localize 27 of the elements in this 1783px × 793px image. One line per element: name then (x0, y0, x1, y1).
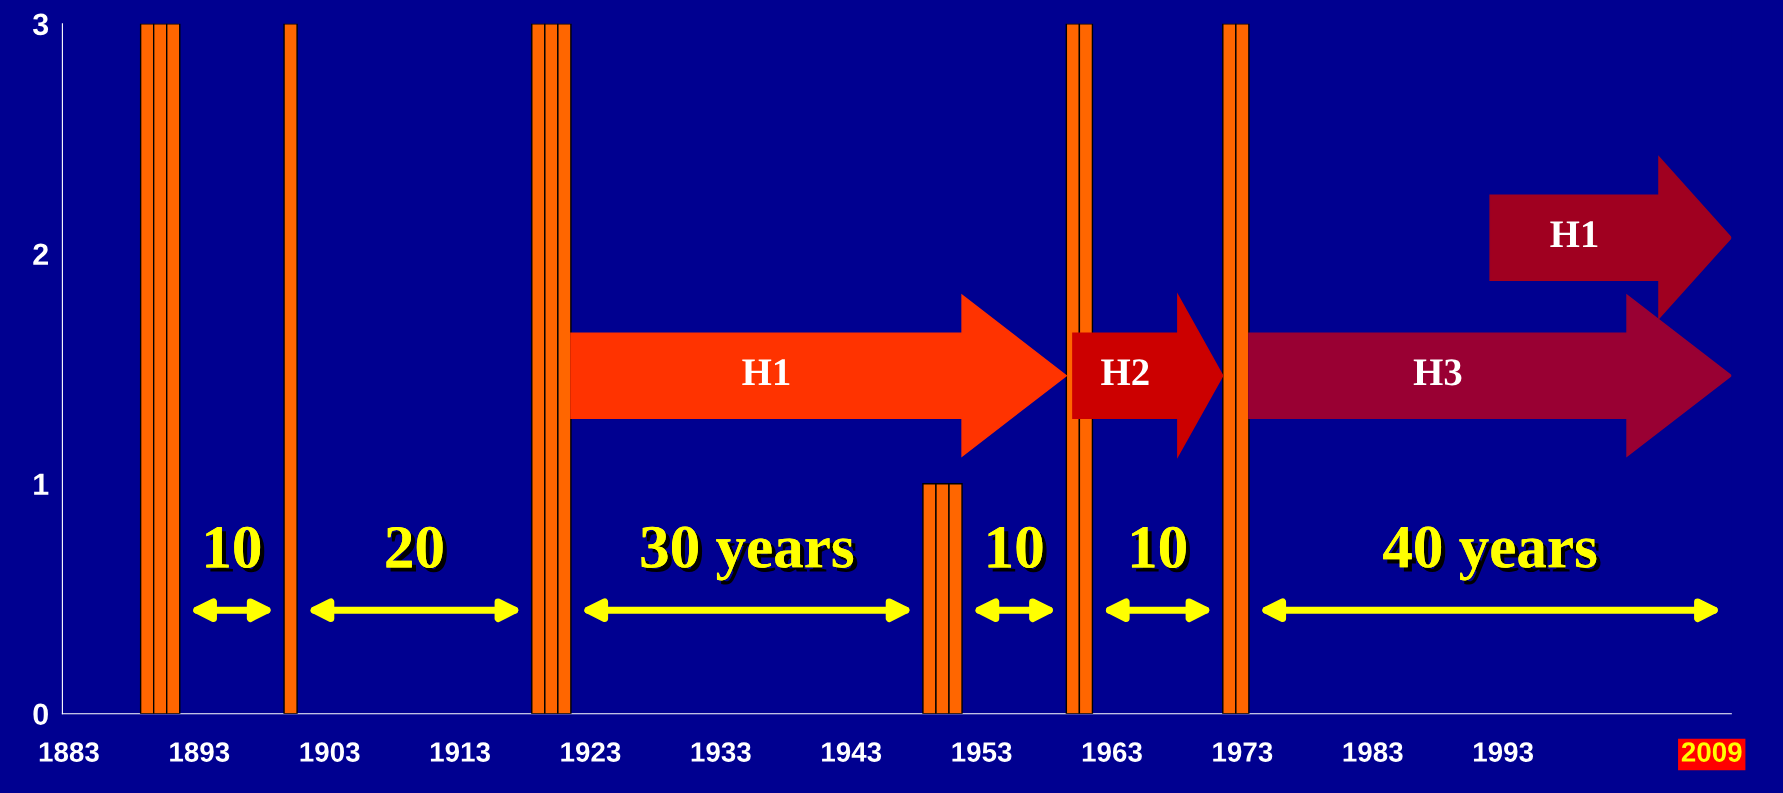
x-tick-label: 1893 (170, 742, 230, 762)
annotation: 10 (1131, 526, 1191, 573)
x-tick-label: 2009 (1681, 742, 1742, 762)
annotation: 10 (206, 526, 265, 573)
x-tick-label: 1953 (952, 742, 1012, 762)
annotation: H1 (742, 359, 790, 385)
y-tick-label: 2 (33, 243, 48, 265)
annotation: H2 (1101, 359, 1149, 385)
x-tick-label: 1933 (691, 742, 751, 762)
y-tick-label: 0 (33, 703, 48, 726)
annotation: H1 (1550, 221, 1598, 248)
y-tick-label: 3 (32, 13, 49, 36)
annotation: H3 (1413, 359, 1462, 386)
annotation: 10 (988, 526, 1047, 573)
x-tick-label: 1943 (822, 742, 882, 762)
x-tick-label: 1973 (1213, 742, 1273, 762)
y-tick-label: 1 (34, 473, 49, 495)
x-tick-label: 1983 (1343, 742, 1403, 762)
x-tick-label: 1923 (561, 742, 621, 762)
x-tick-label: 1913 (430, 742, 490, 762)
annotation: 40 years (1383, 526, 1601, 585)
x-tick-label: 1903 (300, 742, 360, 762)
x-tick-label: 1993 (1473, 742, 1534, 762)
x-tick-label: 1883 (39, 742, 99, 762)
annotation: 30 years (641, 526, 858, 585)
annotation: 20 (386, 526, 447, 573)
x-tick-label: 1963 (1082, 742, 1142, 762)
